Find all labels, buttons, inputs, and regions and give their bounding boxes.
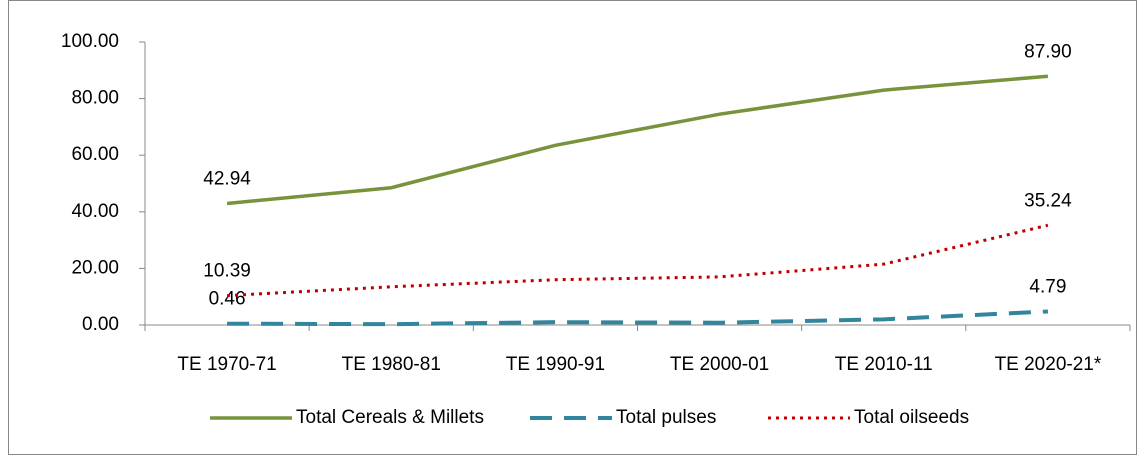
chart-frame (8, 0, 1137, 455)
y-tick-label: 40.00 (71, 201, 119, 222)
legend-label: Total Cereals & Millets (296, 407, 484, 428)
y-tick-label: 20.00 (71, 257, 119, 278)
series-line (226, 74, 1049, 206)
x-tick-label: TE 1980-81 (342, 354, 441, 375)
data-label: 4.79 (1029, 276, 1066, 297)
x-tick-label: TE 1970-71 (177, 354, 276, 375)
y-tick-label: 100.00 (61, 31, 119, 52)
y-tick-label: 80.00 (71, 88, 119, 109)
x-tick-label: TE 2020-21* (995, 354, 1102, 375)
series-line (227, 223, 1049, 298)
legend-label: Total pulses (616, 407, 716, 428)
y-tick-label: 0.00 (82, 314, 119, 335)
x-tick-label: TE 1990-91 (506, 354, 605, 375)
y-tick-label: 60.00 (71, 144, 119, 165)
x-tick-label: TE 2010-11 (835, 354, 933, 375)
data-label: 87.90 (1024, 41, 1072, 62)
data-label: 0.46 (209, 289, 246, 310)
series-line (227, 309, 1049, 327)
data-label: 35.24 (1024, 190, 1072, 211)
legend-label: Total oilseeds (854, 407, 969, 428)
data-label: 10.39 (203, 261, 251, 282)
x-tick-label: TE 2000-01 (670, 354, 769, 375)
data-label: 42.94 (203, 168, 251, 189)
